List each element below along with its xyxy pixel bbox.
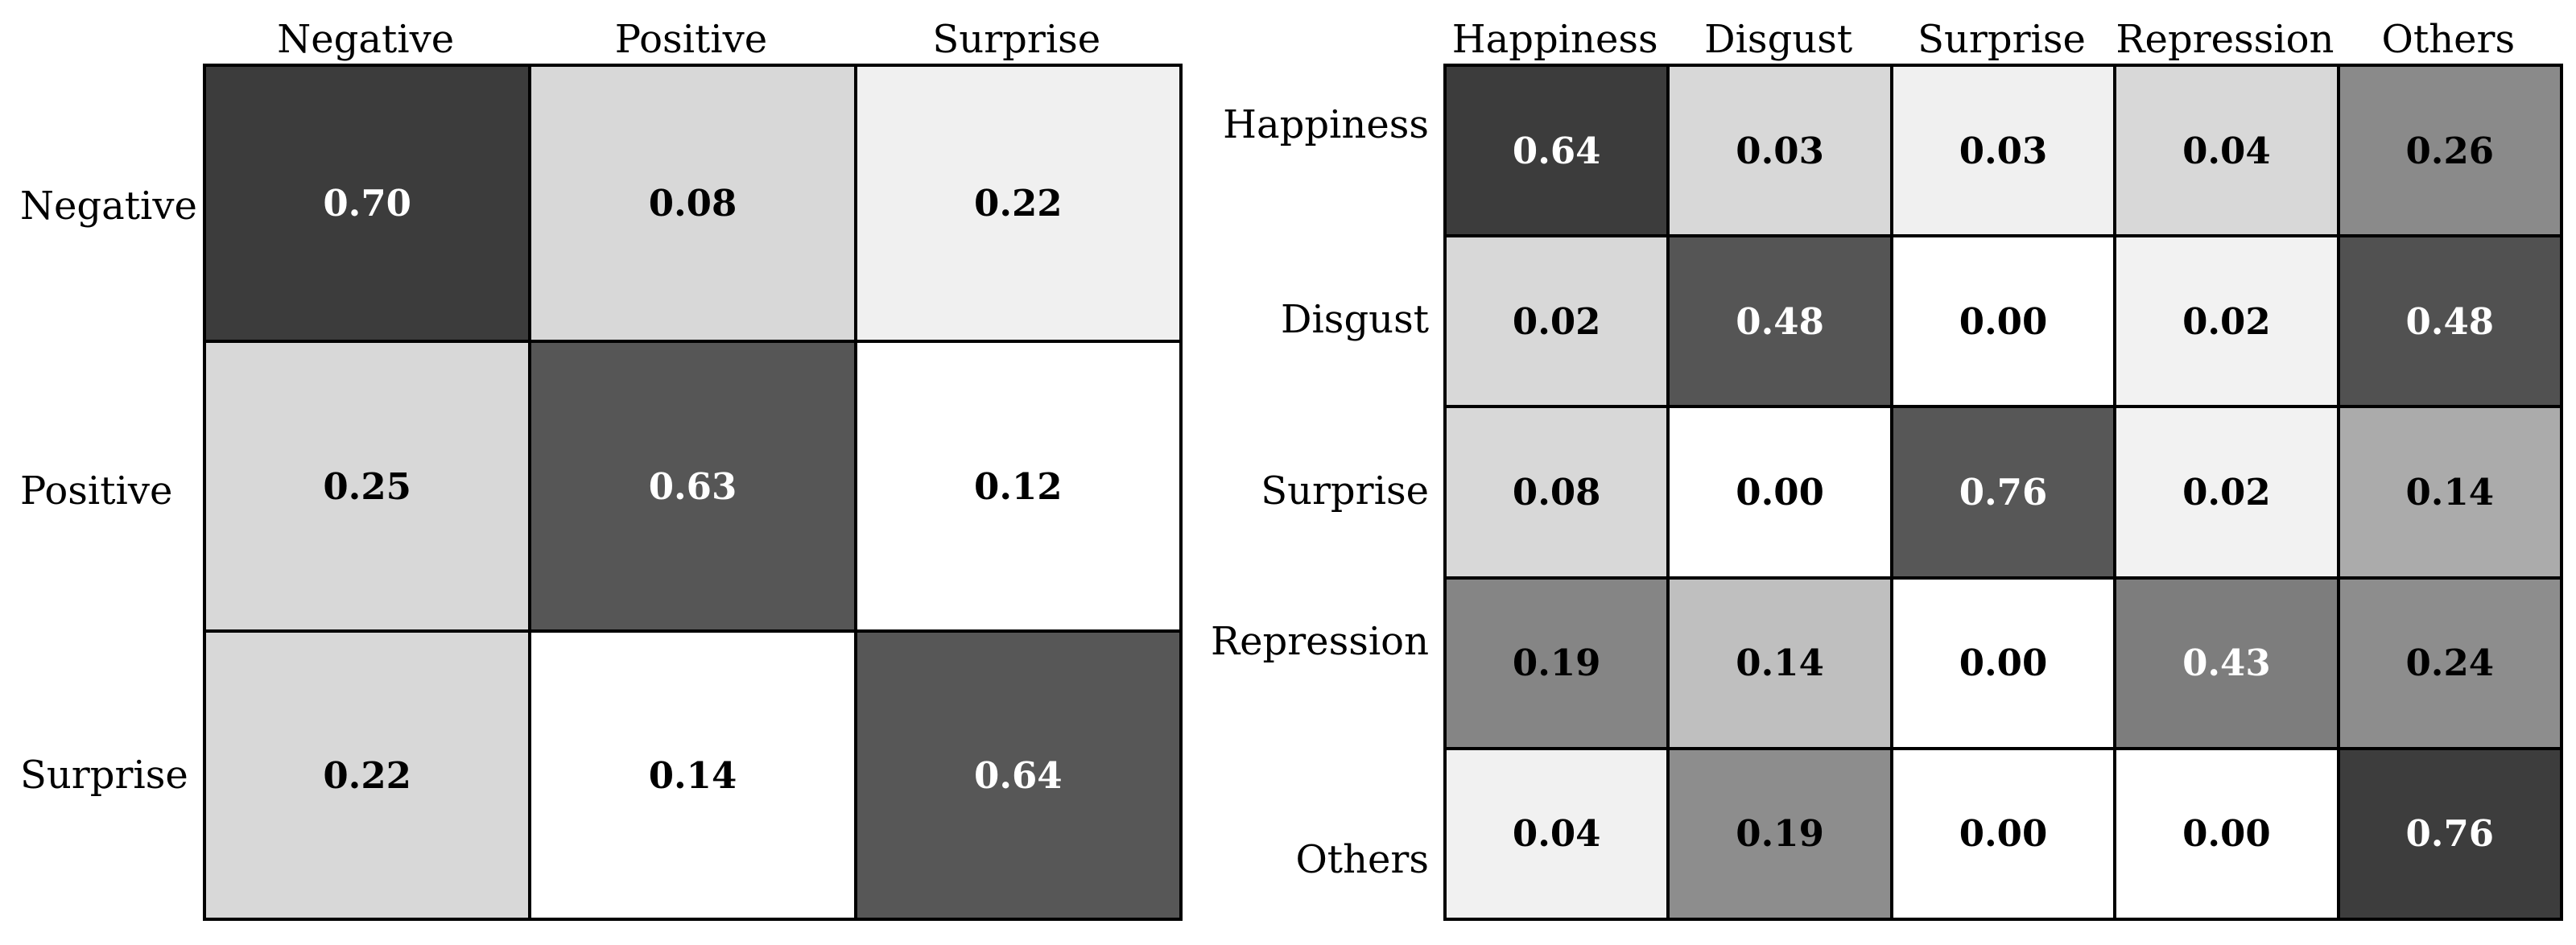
matrix-grid: 0.64 0.03 0.03 0.04 0.26 0.02 0.48 0.00 0.02 0.48… <box>1443 64 2563 921</box>
column-header-happiness: Happiness <box>1451 17 1658 62</box>
cell-others-others: 0.76 <box>2338 748 2562 919</box>
cell-surprise-surprise: 0.64 <box>855 631 1181 919</box>
cell-surprise-surprise: 0.76 <box>1891 406 2116 578</box>
row-label-repression: Repression <box>1210 618 1429 664</box>
column-headers: Negative Positive Surprise <box>203 0 1179 64</box>
row-label-positive: Positive <box>20 468 173 514</box>
row-label-surprise: Surprise <box>1261 468 1429 514</box>
cell-negative-positive: 0.08 <box>530 65 856 341</box>
cell-others-surprise: 0.00 <box>1891 748 2116 919</box>
cell-happiness-surprise: 0.03 <box>1891 65 2116 237</box>
column-header-repression: Repression <box>2116 17 2334 62</box>
row-labels: Negative Positive Surprise <box>0 64 203 918</box>
cell-surprise-negative: 0.22 <box>204 631 530 919</box>
cell-others-happiness: 0.04 <box>1445 748 1669 919</box>
cell-repression-happiness: 0.19 <box>1445 577 1669 749</box>
cell-surprise-repression: 0.02 <box>2115 406 2339 578</box>
cell-surprise-disgust: 0.00 <box>1668 406 1892 578</box>
cell-disgust-surprise: 0.00 <box>1891 236 2116 407</box>
cell-positive-negative: 0.25 <box>204 341 530 631</box>
column-headers: Happiness Disgust Surprise Repression Others <box>1443 0 2560 64</box>
column-header-disgust: Disgust <box>1704 17 1853 62</box>
cell-repression-others: 0.24 <box>2338 577 2562 749</box>
cell-positive-surprise: 0.12 <box>855 341 1181 631</box>
cell-surprise-others: 0.14 <box>2338 406 2562 578</box>
cell-repression-repression: 0.43 <box>2115 577 2339 749</box>
matrix-grid: 0.70 0.08 0.22 0.25 0.63 0.12 0.22 0.14 0.64 <box>203 64 1183 921</box>
row-label-negative: Negative <box>20 183 197 229</box>
row-labels: Happiness Disgust Surprise Repression Others <box>1180 64 1429 918</box>
row-label-others: Others <box>1295 836 1429 882</box>
cell-repression-surprise: 0.00 <box>1891 577 2116 749</box>
cell-others-disgust: 0.19 <box>1668 748 1892 919</box>
column-header-positive: Positive <box>614 17 768 62</box>
cell-surprise-happiness: 0.08 <box>1445 406 1669 578</box>
cell-surprise-positive: 0.14 <box>530 631 856 919</box>
column-header-surprise: Surprise <box>932 17 1101 62</box>
cell-happiness-disgust: 0.03 <box>1668 65 1892 237</box>
row-label-surprise: Surprise <box>20 753 188 799</box>
cell-negative-surprise: 0.22 <box>855 65 1181 341</box>
cell-disgust-disgust: 0.48 <box>1668 236 1892 407</box>
cell-happiness-others: 0.26 <box>2338 65 2562 237</box>
column-header-negative: Negative <box>277 17 455 62</box>
cell-others-repression: 0.00 <box>2115 748 2339 919</box>
cell-positive-positive: 0.63 <box>530 341 856 631</box>
cell-negative-negative: 0.70 <box>204 65 530 341</box>
cell-happiness-happiness: 0.64 <box>1445 65 1669 237</box>
column-header-others: Others <box>2381 17 2516 62</box>
cell-disgust-repression: 0.02 <box>2115 236 2339 407</box>
cell-disgust-others: 0.48 <box>2338 236 2562 407</box>
cell-disgust-happiness: 0.02 <box>1445 236 1669 407</box>
row-label-disgust: Disgust <box>1280 297 1429 343</box>
column-header-surprise: Surprise <box>1918 17 2086 62</box>
cell-happiness-repression: 0.04 <box>2115 65 2339 237</box>
cell-repression-disgust: 0.14 <box>1668 577 1892 749</box>
row-label-happiness: Happiness <box>1223 102 1429 148</box>
